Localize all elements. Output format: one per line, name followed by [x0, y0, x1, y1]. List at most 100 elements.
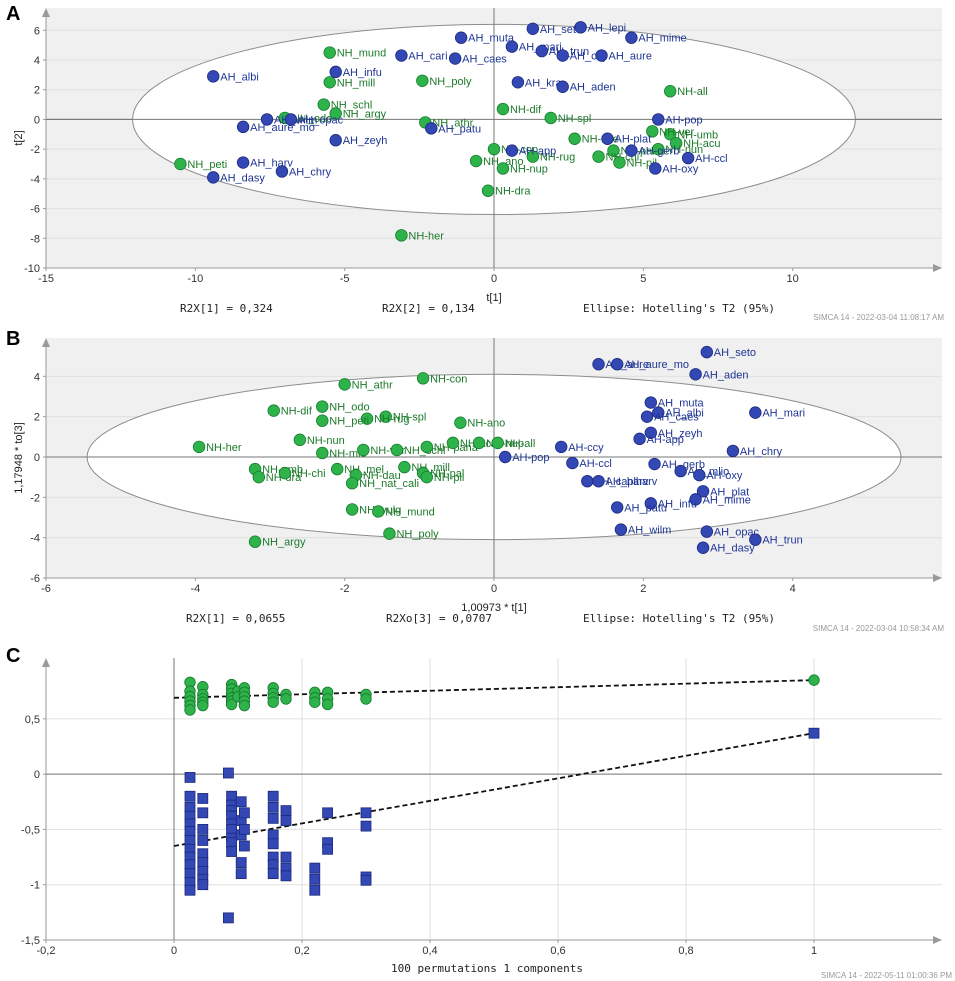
scatter-point-nh-ano[interactable]: NH-ano: [454, 416, 506, 430]
scatter-point-nh-dra[interactable]: NH-dra: [481, 184, 531, 198]
scatter-point-ah-oxy[interactable]: AH-oxy: [649, 162, 699, 176]
scatter-point-ah-opac[interactable]: AH_opac: [700, 525, 760, 539]
q2-point[interactable]: [280, 851, 292, 863]
point-marker[interactable]: [574, 21, 587, 34]
point-marker[interactable]: [689, 493, 702, 506]
r2-point[interactable]: [280, 693, 292, 705]
q2-point[interactable]: [309, 862, 321, 874]
point-marker[interactable]: [749, 533, 762, 546]
scatter-point-nh-mund[interactable]: NH_mund: [372, 505, 435, 519]
r2-point[interactable]: [808, 674, 820, 686]
point-marker[interactable]: [544, 111, 557, 125]
point-marker[interactable]: [649, 162, 662, 175]
point-marker[interactable]: [284, 113, 298, 126]
scatter-point-ah-patu[interactable]: AH_patu: [611, 501, 667, 515]
q2-point[interactable]: [360, 874, 372, 886]
r2-point[interactable]: [267, 696, 279, 708]
scatter-point-ah-aure-mo[interactable]: AH_aure_mo: [611, 358, 689, 371]
scatter-point-ah-mime[interactable]: AH_mime: [625, 31, 687, 45]
q2-point[interactable]: [267, 801, 279, 813]
point-marker[interactable]: [669, 136, 683, 150]
point-marker[interactable]: [395, 49, 408, 62]
scatter-point-ah-aure[interactable]: AH_aure: [595, 49, 652, 63]
point-marker[interactable]: [681, 151, 695, 165]
scatter-point-ah-kra[interactable]: AH_kra: [511, 76, 562, 89]
point-marker[interactable]: [664, 128, 677, 141]
scatter-point-nh-her[interactable]: NH-her: [395, 229, 445, 243]
point-marker[interactable]: [592, 358, 605, 371]
point-marker[interactable]: [252, 470, 265, 484]
q2-point[interactable]: [197, 824, 209, 835]
point-marker[interactable]: [496, 102, 510, 116]
point-marker[interactable]: [395, 229, 408, 242]
point-marker[interactable]: [696, 485, 710, 498]
scatter-point-nh-nun[interactable]: NH-nun: [652, 142, 703, 156]
scatter-point-nh-rug[interactable]: NH-rug: [360, 412, 410, 426]
point-marker[interactable]: [345, 477, 359, 490]
scatter-point-nh-poly[interactable]: NH_poly: [383, 527, 439, 541]
scatter-point-ah-lepi[interactable]: AH_lepi: [574, 21, 626, 35]
q2-point[interactable]: [280, 870, 292, 882]
q2-point[interactable]: [184, 772, 196, 783]
point-marker[interactable]: [611, 358, 624, 371]
scatter-point-ah-chry[interactable]: AH_chry: [726, 444, 783, 458]
scatter-point-ah-seto[interactable]: AH_seto: [526, 22, 582, 36]
q2-point[interactable]: [808, 727, 820, 739]
r2-point[interactable]: [225, 698, 238, 711]
point-marker[interactable]: [499, 450, 512, 464]
r2-point[interactable]: [309, 696, 321, 708]
scatter-point-ah-aden[interactable]: AH_aden: [689, 368, 749, 382]
point-marker[interactable]: [454, 31, 468, 44]
point-marker[interactable]: [749, 406, 762, 419]
point-marker[interactable]: [568, 132, 581, 145]
point-marker[interactable]: [293, 433, 307, 447]
scatter-point-ah-trun[interactable]: AH_trun: [749, 533, 803, 547]
point-marker[interactable]: [469, 154, 483, 168]
point-marker[interactable]: [420, 470, 434, 484]
point-marker[interactable]: [383, 527, 396, 540]
q2-point[interactable]: [322, 843, 334, 855]
scatter-point-ah-pop[interactable]: AH-pop: [499, 450, 549, 464]
scatter-point-nh-peti[interactable]: NH_peti: [316, 414, 369, 428]
point-marker[interactable]: [644, 497, 658, 510]
q2-point[interactable]: [235, 868, 247, 880]
scatter-point-nh-pil[interactable]: NH-pil: [420, 470, 464, 484]
q2-point[interactable]: [267, 812, 279, 824]
q2-point[interactable]: [238, 807, 250, 819]
scatter-point-ah-gerb[interactable]: AH_gerb: [648, 457, 705, 471]
scatter-point-nh-all[interactable]: NH-all: [491, 436, 535, 450]
scatter-point-nh-argy[interactable]: NH_argy: [329, 107, 387, 121]
point-marker[interactable]: [607, 144, 620, 157]
point-marker[interactable]: [689, 368, 702, 381]
point-marker[interactable]: [278, 466, 292, 480]
q2-point[interactable]: [197, 807, 209, 819]
scatter-point-nh-nup[interactable]: NH-nup: [496, 162, 548, 176]
point-marker[interactable]: [372, 505, 385, 518]
point-marker[interactable]: [652, 406, 665, 419]
scatter-point-ah-infu[interactable]: AH_infu: [329, 65, 382, 79]
scatter-point-ah-ccl[interactable]: AH-ccl: [681, 151, 728, 165]
scatter-point-ah-infu[interactable]: AH_infu: [644, 497, 697, 511]
scatter-point-nh-pil[interactable]: NH-pil: [613, 156, 657, 170]
scatter-point-ah-mime[interactable]: AH_mime: [689, 493, 751, 507]
point-marker[interactable]: [611, 501, 624, 514]
scatter-point-ah-dasy[interactable]: AH_dasy: [207, 171, 265, 185]
point-marker[interactable]: [192, 440, 206, 454]
point-marker[interactable]: [696, 541, 710, 554]
point-marker[interactable]: [331, 462, 344, 476]
point-marker[interactable]: [644, 426, 658, 439]
scatter-point-ah-pop[interactable]: AH-pop: [652, 113, 703, 127]
point-marker[interactable]: [700, 345, 714, 359]
q2-point[interactable]: [197, 879, 209, 891]
scatter-point-ah-plat[interactable]: AH-plat: [601, 132, 651, 146]
r2-point[interactable]: [197, 699, 209, 712]
scatter-point-ah-zeyh[interactable]: AH_zeyh: [329, 134, 387, 147]
point-marker[interactable]: [592, 150, 605, 163]
scatter-point-ah-muta[interactable]: AH_muta: [454, 31, 515, 45]
point-marker[interactable]: [323, 76, 336, 89]
scatter-point-ah-caes[interactable]: AH_caes: [448, 52, 507, 66]
point-marker[interactable]: [664, 84, 677, 98]
scatter-point-nh-rug[interactable]: NH-rug: [526, 150, 575, 164]
scatter-point-ah-ccy[interactable]: AH-ccy: [555, 440, 604, 454]
scatter-point-ah-caes[interactable]: AH_caes: [640, 410, 699, 424]
